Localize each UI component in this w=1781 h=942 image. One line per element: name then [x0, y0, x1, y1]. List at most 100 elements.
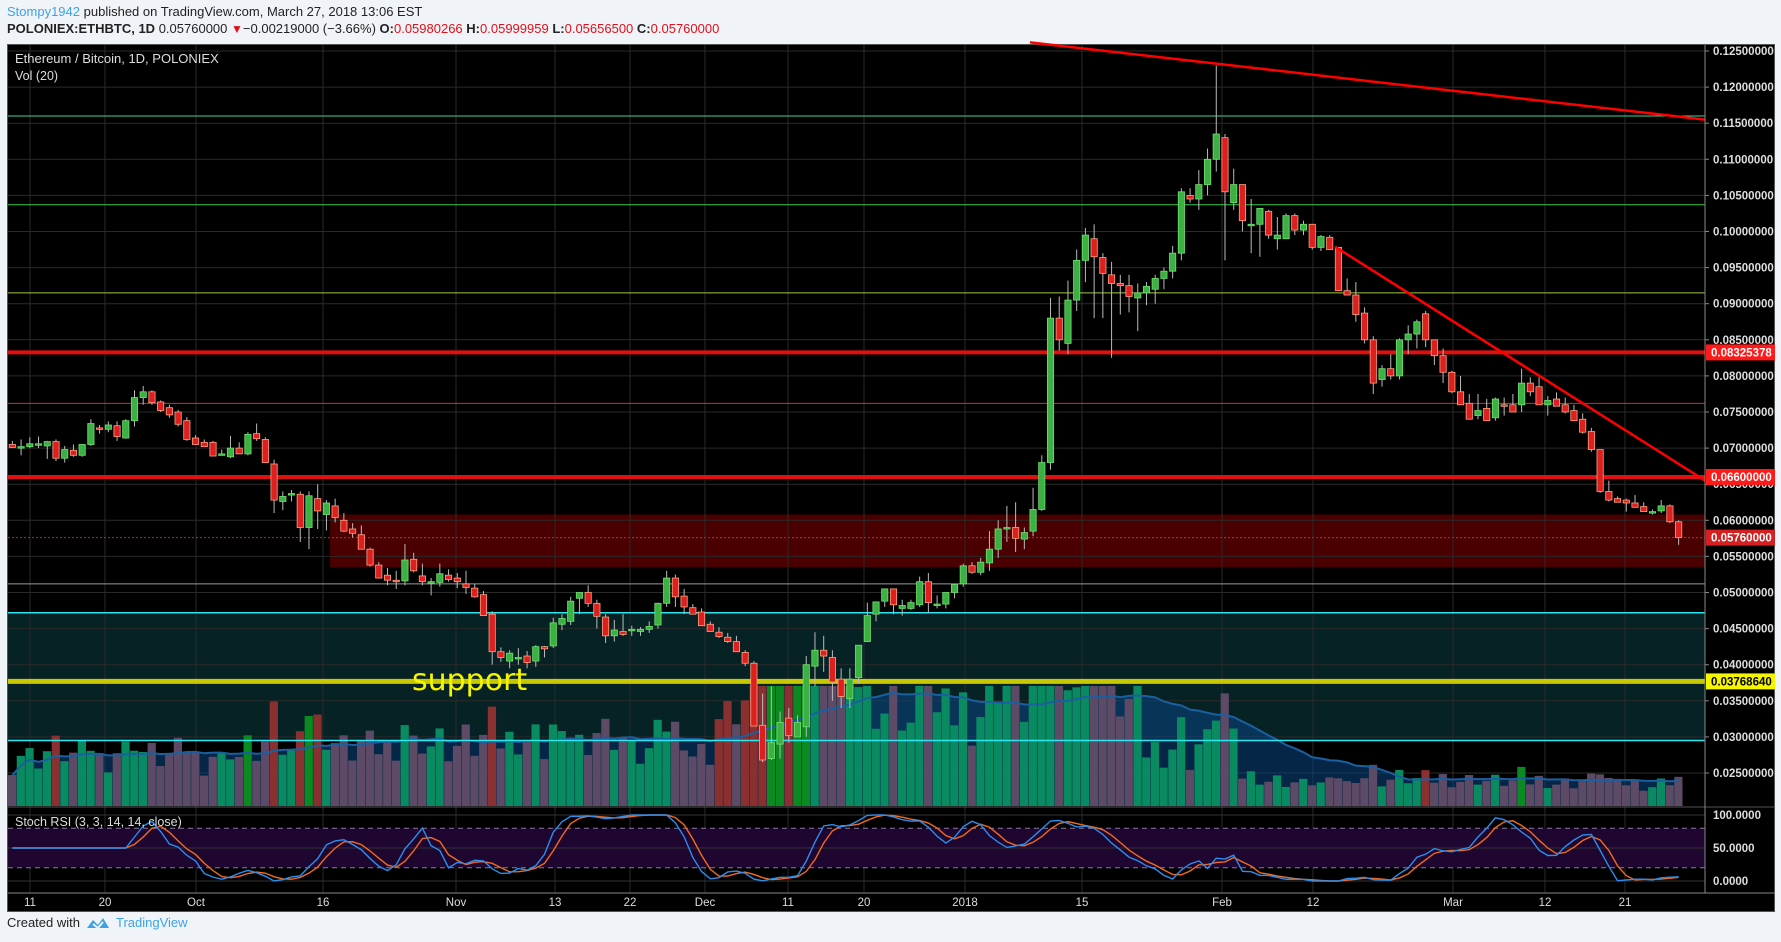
time-tick-label: 22 [624, 897, 637, 909]
candle-body [183, 420, 191, 440]
volume-bar [1203, 729, 1212, 806]
volume-bar [1447, 787, 1456, 806]
volume-bar [810, 686, 819, 806]
volume-bar [173, 737, 182, 806]
volume-bar [121, 741, 130, 806]
candle-body [410, 558, 418, 572]
volume-bar [130, 750, 139, 806]
support-annotation[interactable]: support [412, 663, 528, 699]
price-zone [330, 514, 1705, 568]
candle-body [898, 605, 906, 609]
volume-bar [627, 740, 636, 806]
volume-bar [1307, 785, 1317, 806]
stoch-tick-label: 100.0000 [1713, 810, 1761, 822]
time-tick-label: 16 [317, 897, 330, 909]
candle-body [532, 646, 540, 662]
candle-body [1282, 215, 1290, 240]
price-label-badge [1706, 468, 1775, 485]
price-label-text: 0.08325378 [1711, 347, 1772, 359]
candle-body [1369, 339, 1377, 384]
candle-body [1046, 317, 1055, 463]
candle-body [855, 644, 863, 679]
candle-body [497, 651, 505, 658]
candle-body [1675, 521, 1683, 539]
candle-body [706, 623, 714, 632]
candle-body [636, 628, 645, 632]
volume-bar [932, 712, 941, 806]
tradingview-logo-icon [86, 917, 109, 929]
volume-bar [740, 700, 750, 806]
stoch-rsi-label: Stoch RSI (3, 3, 14, 14, close) [15, 815, 182, 829]
candle-body [1012, 527, 1020, 539]
candle-body [1526, 382, 1534, 393]
candle-body [1439, 355, 1447, 373]
volume-bar [138, 751, 148, 806]
price-tick-label: 0.06000000 [1713, 515, 1774, 527]
volume-bar [496, 748, 505, 806]
candle-body [1247, 223, 1255, 227]
volume-bar [513, 754, 523, 806]
candle-body [1073, 259, 1081, 301]
candle-body [8, 444, 16, 448]
volume-bar [976, 717, 985, 806]
volume-bar [1403, 783, 1413, 806]
candle-body [1299, 223, 1308, 231]
volume-bar [697, 744, 706, 806]
candle-body [1334, 246, 1342, 292]
tradingview-link[interactable]: TradingView [115, 915, 188, 930]
candle-body [1020, 532, 1028, 540]
candle-body [270, 463, 278, 501]
candle-body [375, 564, 383, 579]
candle-body [1491, 398, 1499, 419]
candle-body [392, 579, 400, 583]
volume-bar [897, 730, 907, 806]
volume-bar [51, 735, 60, 806]
open-label: O: [379, 21, 394, 36]
volume-bar [103, 772, 113, 806]
volume-bar [1578, 780, 1587, 806]
volume-bar [688, 756, 697, 806]
volume-bar [112, 753, 121, 806]
volume-bar [1142, 757, 1151, 806]
candle-body [785, 717, 793, 736]
candle-body [619, 631, 627, 635]
candle-body [226, 447, 235, 458]
price-tick-label: 0.08500000 [1713, 335, 1774, 347]
open-value: 0.05980266 [393, 21, 463, 36]
volume-ma-line [11, 691, 1679, 783]
candle-body [680, 595, 688, 608]
candle-body [767, 742, 775, 759]
volume-bar [391, 760, 401, 806]
volume-bar [1377, 786, 1386, 806]
volume-bar [1238, 778, 1247, 806]
candle-body [1518, 382, 1526, 406]
candle-body [1605, 491, 1613, 501]
price-label-badge [1706, 673, 1775, 690]
stoch-k-line [12, 814, 1679, 882]
candle-body [1326, 236, 1334, 250]
volume-bar [16, 755, 25, 806]
volume-bar [1177, 717, 1186, 806]
price-tick-label: 0.05500000 [1713, 551, 1774, 563]
candle-body [418, 575, 426, 583]
volume-bar [1159, 767, 1168, 806]
volume-bar [348, 760, 357, 806]
volume-bar [1386, 779, 1395, 806]
volume-bar [1185, 769, 1194, 806]
volume-bar [854, 687, 863, 806]
candle-body [17, 446, 25, 449]
author-link[interactable]: Stompy1942 [7, 4, 80, 19]
volume-bar [1464, 775, 1474, 806]
price-label-text: 0.05760000 [1711, 533, 1772, 545]
volume-bar [479, 734, 488, 806]
candle-body [1535, 386, 1543, 406]
candle-body [1544, 400, 1552, 406]
volume-bar [828, 686, 837, 806]
volume-bar [889, 686, 898, 806]
price-tick-label: 0.12000000 [1713, 82, 1774, 94]
volume-bar [1525, 784, 1535, 806]
price-label-text: 0.03768640 [1711, 676, 1772, 688]
volume-bar [1019, 721, 1029, 806]
candle-body [1151, 278, 1159, 290]
